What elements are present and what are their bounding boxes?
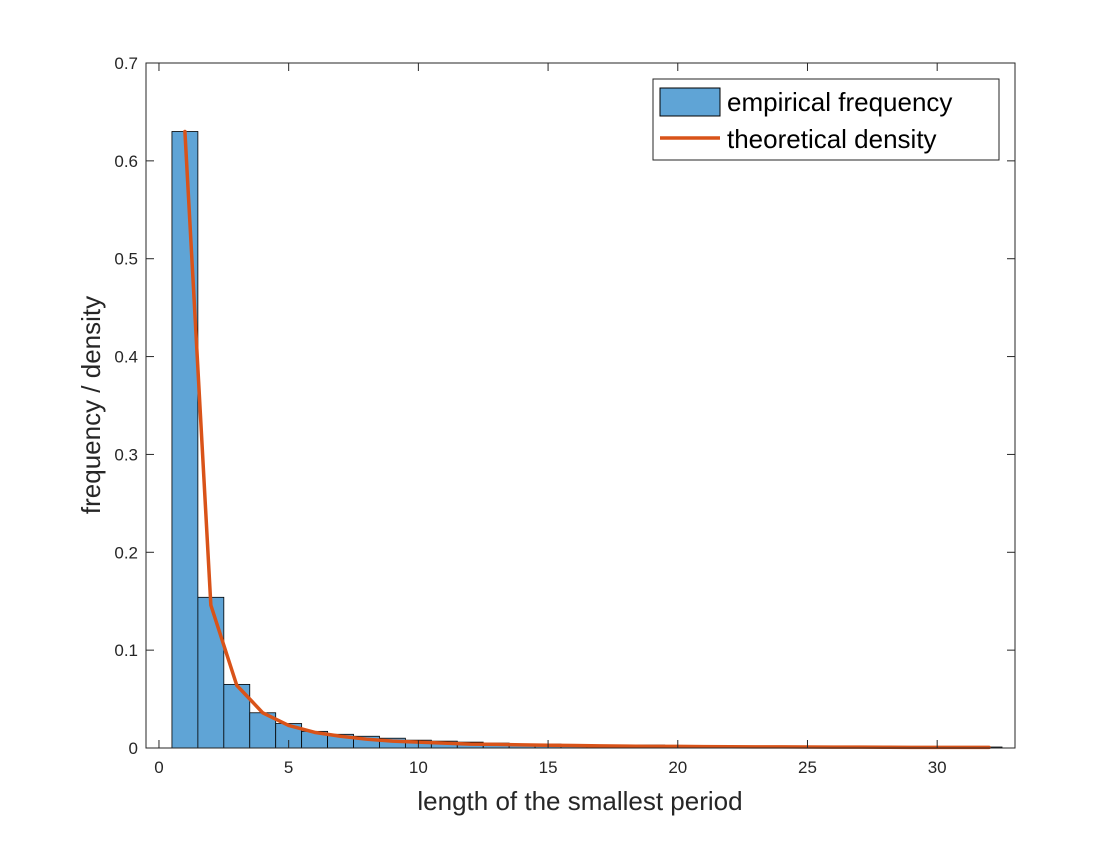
- y-tick-label: 0.3: [114, 445, 138, 464]
- y-tick-label: 0: [129, 739, 138, 758]
- axis-ticks: 0 5 10 15 20 25 30 0 0.1 0.2 0.3 0.4 0.5 0.6 0.7: [114, 54, 1015, 777]
- legend-label-theoretical: theoretical density: [727, 124, 937, 154]
- density-line-layer: [183, 129, 991, 750]
- x-tick-label: 20: [668, 758, 687, 777]
- x-tick-label: 15: [539, 758, 558, 777]
- x-axis-label: length of the smallest period: [417, 786, 742, 816]
- x-tick-label: 10: [409, 758, 428, 777]
- x-tick-label: 30: [928, 758, 947, 777]
- y-tick-label: 0.2: [114, 543, 138, 562]
- x-tick-label: 25: [798, 758, 817, 777]
- density-line: [183, 129, 991, 750]
- y-axis-label: frequency / density: [76, 296, 106, 514]
- plot-area-background: [146, 63, 1015, 748]
- histogram-bar: [171, 131, 199, 749]
- legend: empirical frequency theoretical density: [652, 78, 1000, 161]
- y-tick-label: 0.1: [114, 641, 138, 660]
- legend-label-empirical: empirical frequency: [727, 87, 952, 117]
- y-tick-label: 0.5: [114, 250, 138, 269]
- legend-swatch-empirical: [659, 87, 721, 117]
- plot-frame: [145, 62, 1016, 749]
- x-tick-label: 5: [284, 758, 293, 777]
- x-tick-label: 0: [154, 758, 163, 777]
- y-tick-label: 0.4: [114, 348, 138, 367]
- y-tick-label: 0.7: [114, 54, 138, 73]
- histogram-bar: [197, 596, 225, 749]
- y-tick-label: 0.6: [114, 152, 138, 171]
